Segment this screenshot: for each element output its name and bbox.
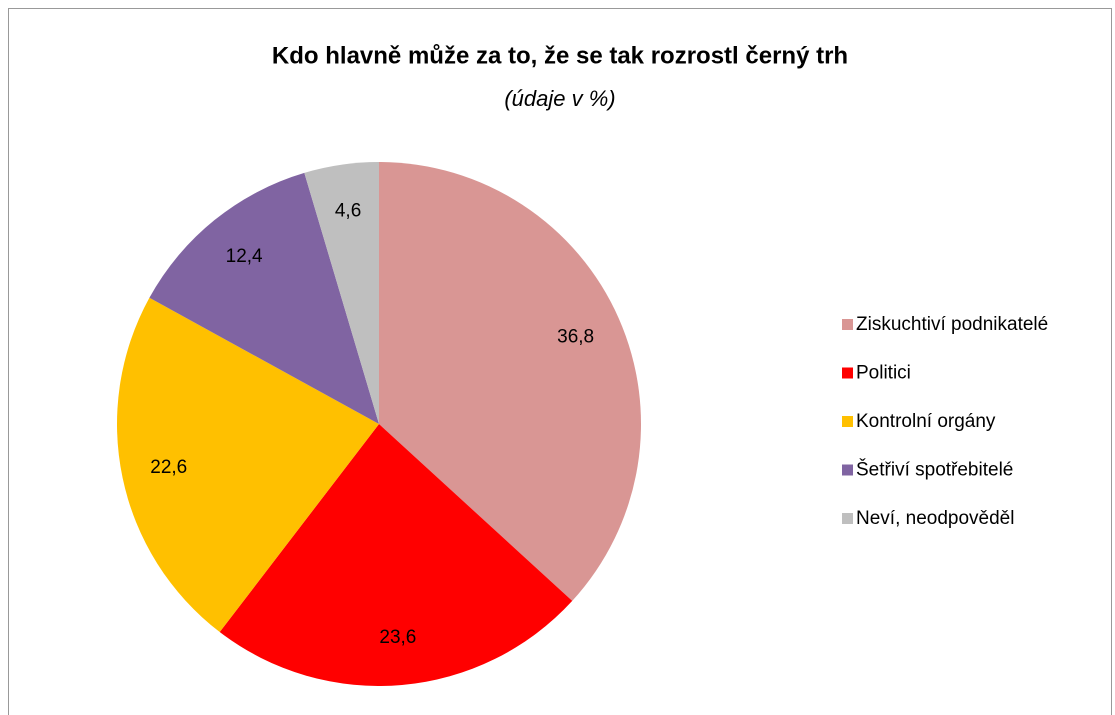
legend-label: Šetřiví spotřebitelé xyxy=(856,459,1013,481)
pie-slice xyxy=(379,162,641,601)
data-label: 22,6 xyxy=(150,457,187,478)
legend-swatch xyxy=(842,367,853,379)
legend-label: Neví, neodpověděl xyxy=(856,508,1014,529)
data-label: 4,6 xyxy=(335,200,361,221)
data-label: 12,4 xyxy=(226,246,263,267)
legend-label: Ziskuchtiví podnikatelé xyxy=(856,314,1048,335)
legend-label: Kontrolní orgány xyxy=(856,411,996,432)
legend-label: Politici xyxy=(856,363,911,384)
chart-title: Kdo hlavně může za to, že se tak rozrost… xyxy=(272,42,848,69)
pie-slice xyxy=(304,162,379,424)
pie-slice xyxy=(116,297,379,633)
pie-slice xyxy=(149,172,379,424)
data-label: 23,6 xyxy=(379,627,416,648)
pie-slice xyxy=(219,424,573,686)
data-label: 36,8 xyxy=(557,326,594,347)
legend-swatch xyxy=(842,513,853,524)
legend-swatch xyxy=(842,464,853,476)
chart-subtitle: (údaje v %) xyxy=(504,86,615,111)
legend-swatch xyxy=(842,416,853,427)
legend-swatch xyxy=(842,319,853,330)
